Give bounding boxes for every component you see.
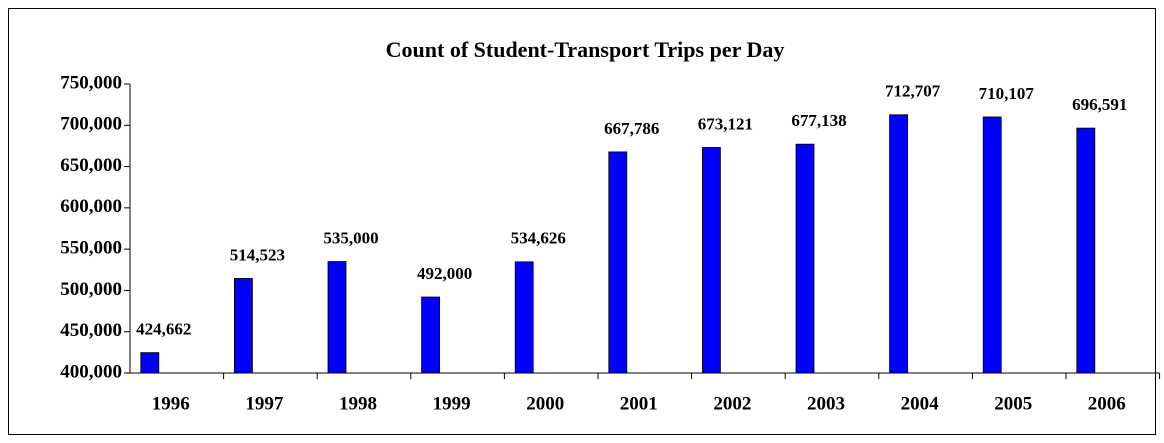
bar [889, 114, 908, 374]
chart-border [8, 8, 1156, 435]
x-tick-label: 2004 [901, 393, 940, 414]
y-tick-label: 600,000 [60, 196, 122, 217]
bar [702, 147, 721, 374]
x-tick-label: 1997 [245, 393, 284, 414]
x-tick-label: 1998 [339, 393, 377, 414]
value-label: 673,121 [698, 114, 753, 133]
x-tick-label: 2002 [713, 393, 751, 414]
y-tick-label: 700,000 [60, 114, 122, 135]
value-label: 514,523 [230, 245, 285, 264]
y-tick-label: 500,000 [60, 279, 122, 300]
value-label: 667,786 [604, 119, 659, 138]
x-tick-label: 1999 [433, 393, 471, 414]
value-label: 534,626 [511, 229, 566, 248]
y-tick-label: 550,000 [60, 238, 122, 259]
chart-title: Count of Student-Transport Trips per Day [386, 37, 785, 62]
y-tick-label: 650,000 [60, 155, 122, 176]
value-label: 710,107 [979, 84, 1035, 103]
bar [327, 261, 347, 374]
x-tick-label: 2001 [620, 393, 658, 414]
y-tick-label: 450,000 [60, 320, 122, 341]
x-tick-label: 2005 [994, 393, 1032, 414]
value-label: 535,000 [323, 228, 378, 247]
x-tick-label: 1996 [152, 393, 190, 414]
y-tick-label: 750,000 [60, 72, 122, 93]
value-label: 424,662 [136, 320, 191, 339]
value-label: 677,138 [791, 111, 846, 130]
bar [795, 143, 815, 374]
bar [514, 261, 534, 374]
bar [233, 278, 253, 374]
value-label: 696,591 [1072, 95, 1127, 114]
y-tick-label: 400,000 [60, 361, 122, 382]
bar [982, 116, 1002, 374]
x-tick-label: 2003 [807, 393, 845, 414]
bar [1076, 127, 1096, 374]
x-tick-label: 2000 [526, 393, 564, 414]
bar [608, 151, 628, 374]
bar [140, 352, 160, 374]
x-tick-label: 2006 [1088, 393, 1126, 414]
bar [421, 296, 441, 374]
value-label: 712,707 [885, 82, 941, 101]
value-label: 492,000 [417, 264, 472, 283]
